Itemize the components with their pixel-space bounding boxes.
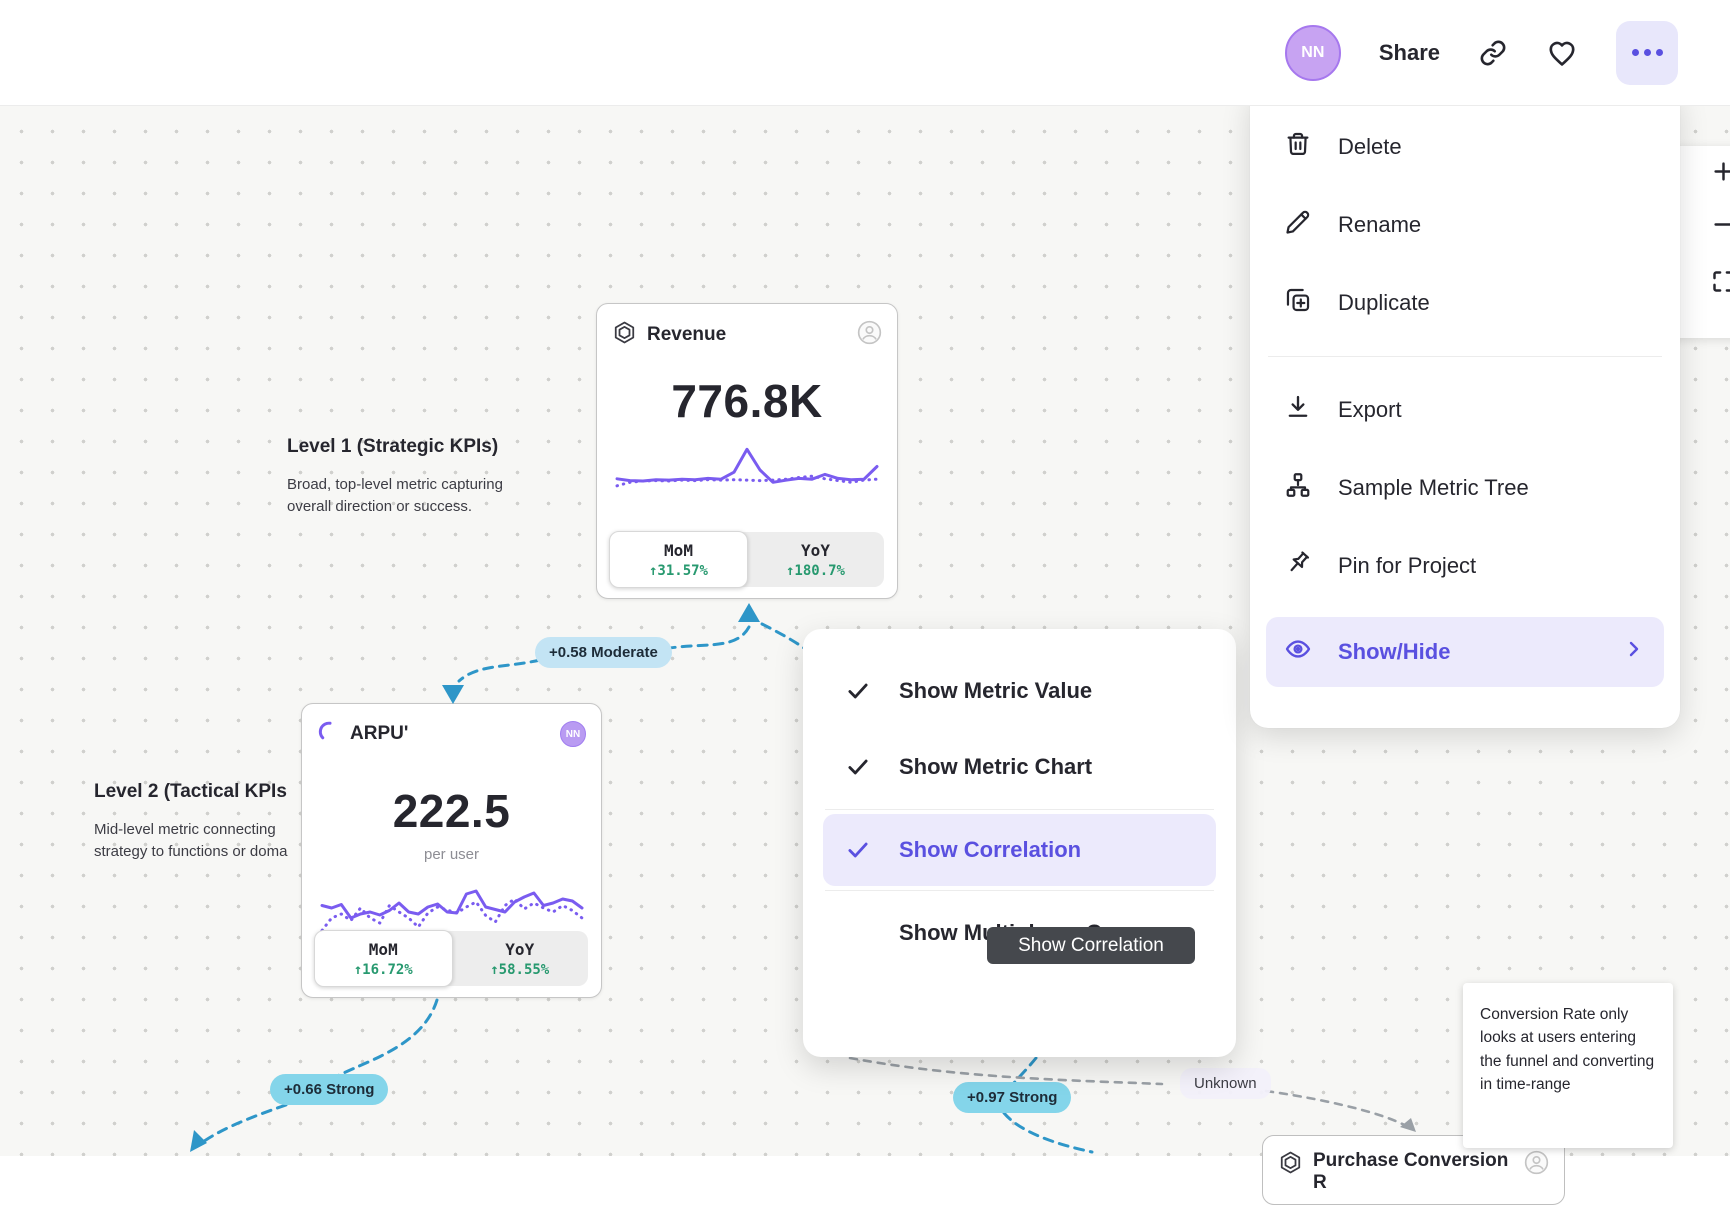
menu-item-pin-for-project[interactable]: Pin for Project <box>1266 527 1664 605</box>
mom-toggle[interactable]: MoM ↑16.72% <box>314 930 453 987</box>
top-bar: NN Share <box>0 0 1730 106</box>
hexagon-metric-icon <box>612 320 637 350</box>
menu-item-show-metric-value[interactable]: Show Metric Value <box>823 653 1216 729</box>
correlation-badge-unknown[interactable]: Unknown <box>1180 1068 1271 1099</box>
level-2-description: Mid-level metric connecting strategy to … <box>94 821 288 860</box>
level-1-description: Broad, top-level metric capturing overal… <box>287 476 503 515</box>
metric-unit: per user <box>423 846 480 863</box>
divider <box>825 809 1214 810</box>
menu-item-sample-metric-tree[interactable]: Sample Metric Tree <box>1266 449 1664 527</box>
metric-sparkline-chart <box>320 889 583 932</box>
avatar[interactable]: NN <box>1284 24 1341 81</box>
divider <box>1268 356 1662 357</box>
divider <box>825 890 1214 891</box>
correlation-badge[interactable]: +0.66 Strong <box>270 1074 389 1105</box>
metric-title: ARPU' <box>350 723 409 744</box>
show-hide-submenu: Show Metric Value Show Metric Chart Show… <box>803 629 1236 1057</box>
metric-sparkline-chart <box>615 447 879 488</box>
avatar-initials: NN <box>1301 43 1325 61</box>
share-button[interactable]: Share <box>1378 39 1440 65</box>
period-toggle: MoM ↑16.72% YoY ↑58.55% <box>314 930 588 987</box>
level-1-label: Level 1 (Strategic KPIs) Broad, top-leve… <box>287 436 503 518</box>
trash-icon <box>1284 130 1312 164</box>
yoy-toggle[interactable]: YoY ↑180.7% <box>785 540 845 579</box>
eye-icon <box>1284 635 1312 669</box>
level-2-title: Level 2 (Tactical KPIs <box>94 781 287 802</box>
chevron-right-icon <box>1622 637 1646 667</box>
owner-avatar-icon <box>857 320 882 350</box>
show-correlation-tooltip: Show Correlation <box>987 927 1195 964</box>
zoom-in-icon[interactable] <box>1684 158 1730 185</box>
fit-view-icon[interactable] <box>1684 268 1730 295</box>
pin-icon <box>1284 549 1312 583</box>
metric-card-arpu[interactable]: ARPU' NN 222.5 per user MoM ↑16.72% YoY … <box>301 703 602 998</box>
duplicate-icon <box>1284 286 1312 320</box>
menu-item-duplicate[interactable]: Duplicate <box>1266 264 1664 342</box>
correlation-badge[interactable]: +0.58 Moderate <box>535 637 672 668</box>
menu-item-delete[interactable]: Delete <box>1266 108 1664 186</box>
check-icon <box>845 678 873 704</box>
metric-title: Revenue <box>647 324 727 345</box>
favorite-heart-icon[interactable] <box>1546 37 1578 69</box>
owner-avatar-icon <box>1524 1150 1549 1180</box>
hexagon-metric-icon <box>1278 1150 1303 1180</box>
conversion-rate-note-tooltip: Conversion Rate only looks at users ente… <box>1463 983 1673 1148</box>
more-options-button[interactable] <box>1616 20 1678 85</box>
menu-item-show-hide[interactable]: Show/Hide <box>1266 617 1664 687</box>
period-toggle: MoM ↑31.57% YoY ↑180.7% <box>609 531 884 588</box>
mom-toggle[interactable]: MoM ↑31.57% <box>609 531 748 588</box>
level-1-title: Level 1 (Strategic KPIs) <box>287 436 499 457</box>
download-icon <box>1284 393 1312 427</box>
check-icon <box>845 754 873 780</box>
metric-card-revenue[interactable]: Revenue 776.8K MoM ↑31.57% YoY ↑180.7% <box>596 303 898 599</box>
metric-value: 222.5 <box>392 785 511 837</box>
level-2-label: Level 2 (Tactical KPIs Mid-level metric … <box>94 781 287 863</box>
yoy-toggle[interactable]: YoY ↑58.55% <box>490 939 550 978</box>
pencil-icon <box>1284 208 1312 242</box>
correlation-badge[interactable]: +0.97 Strong <box>953 1082 1072 1113</box>
metric-title: Purchase Conversion R <box>1313 1150 1509 1193</box>
copy-link-icon[interactable] <box>1478 38 1508 68</box>
metric-tree-icon <box>1284 471 1312 505</box>
more-options-menu: Delete Rename Duplicate Export <box>1250 88 1680 728</box>
menu-item-rename[interactable]: Rename <box>1266 186 1664 264</box>
menu-item-export[interactable]: Export <box>1266 371 1664 449</box>
collaborator-avatar: NN <box>560 721 586 747</box>
check-icon <box>845 837 873 863</box>
menu-item-show-correlation[interactable]: Show Correlation <box>823 814 1216 886</box>
zoom-out-icon[interactable] <box>1684 211 1730 238</box>
menu-item-show-metric-chart[interactable]: Show Metric Chart <box>823 729 1216 805</box>
metric-value: 776.8K <box>671 375 823 427</box>
arc-metric-icon <box>317 720 340 748</box>
